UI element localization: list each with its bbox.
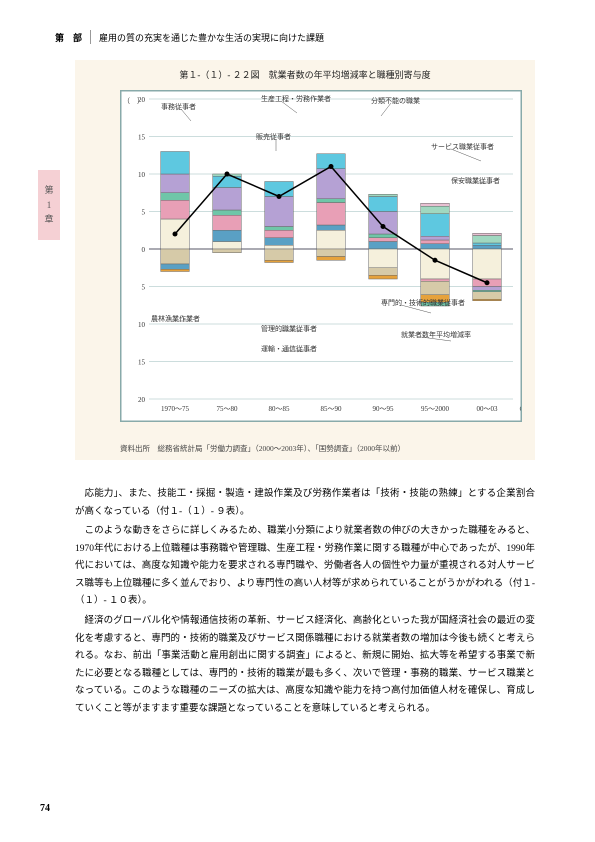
chart-title: 第１-（１）- ２２図 就業者数の年平均増減率と職種別寄与度 xyxy=(75,60,535,81)
chart-source: 資料出所 総務省統計局「労働力調査」（2000～2003年）、「国勢調査」（20… xyxy=(120,443,405,454)
svg-text:15: 15 xyxy=(138,359,146,367)
svg-text:10: 10 xyxy=(138,321,146,329)
svg-text:0: 0 xyxy=(142,246,146,254)
chapter-side-tab: 第 1 章 xyxy=(38,170,60,240)
page-header: 第 部 雇用の質の充実を通じた豊かな生活の実現に向けた課題 xyxy=(55,30,324,44)
paragraph: このような動きをさらに詳しくみるため、職業小分類により就業者数の伸びの大きかった… xyxy=(75,523,535,611)
svg-text:85～90: 85～90 xyxy=(321,405,342,413)
svg-text:5: 5 xyxy=(142,209,146,217)
svg-text:5: 5 xyxy=(142,284,146,292)
svg-text:75～80: 75～80 xyxy=(217,405,238,413)
svg-text:農林漁業作業者: 農林漁業作業者 xyxy=(151,314,200,323)
svg-text:95～2000: 95～2000 xyxy=(421,405,449,413)
tab-line: 1 xyxy=(47,198,52,212)
svg-text:20: 20 xyxy=(138,96,146,104)
svg-text:90～95: 90～95 xyxy=(373,405,394,413)
header-title: 雇用の質の充実を通じた豊かな生活の実現に向けた課題 xyxy=(99,31,324,44)
chart-svg: （ ）2015105051015201970～7575～8080～8585～90… xyxy=(121,91,521,421)
svg-text:1970～75: 1970～75 xyxy=(161,405,189,413)
svg-text:分類不能の職業: 分類不能の職業 xyxy=(371,96,420,105)
chart-area: （ ）2015105051015201970～7575～8080～8585～90… xyxy=(120,90,522,422)
chart-container: 第１-（１）- ２２図 就業者数の年平均増減率と職種別寄与度 （ ）201510… xyxy=(75,60,535,460)
tab-line: 章 xyxy=(44,212,53,226)
paragraph: 経済のグローバル化や情報通信技術の革新、サービス経済化、高齢化といった我が国経済… xyxy=(75,613,535,718)
svg-text:20: 20 xyxy=(138,396,146,404)
page-number: 74 xyxy=(40,803,50,814)
svg-text:80～85: 80～85 xyxy=(269,405,290,413)
svg-text:販売従事者: 販売従事者 xyxy=(256,132,291,141)
body-text: 応能力」、また、技能工・採掘・製造・建設作業及び労務作業者は「技術・技能の熟練」… xyxy=(75,486,535,720)
svg-text:生産工程・労務作業者: 生産工程・労務作業者 xyxy=(261,94,331,103)
paragraph: 応能力」、また、技能工・採掘・製造・建設作業及び労務作業者は「技術・技能の熟練」… xyxy=(75,486,535,521)
svg-text:専門的・技術的職業従事者: 専門的・技術的職業従事者 xyxy=(381,298,465,307)
svg-text:運輸・通信従事者: 運輸・通信従事者 xyxy=(261,344,317,353)
svg-text:事務従事者: 事務従事者 xyxy=(161,102,196,111)
part-label: 第 部 xyxy=(55,31,82,44)
svg-text:（年）: （年） xyxy=(515,404,521,413)
svg-text:サービス職業従事者: サービス職業従事者 xyxy=(431,142,494,151)
svg-text:保安職業従事者: 保安職業従事者 xyxy=(451,176,500,185)
svg-text:管理的職業従事者: 管理的職業従事者 xyxy=(261,324,317,333)
svg-text:00～03: 00～03 xyxy=(477,405,498,413)
tab-line: 第 xyxy=(44,183,53,197)
header-separator xyxy=(90,30,91,44)
svg-text:10: 10 xyxy=(138,171,146,179)
svg-text:15: 15 xyxy=(138,134,146,142)
svg-text:就業者数年平均増減率: 就業者数年平均増減率 xyxy=(401,330,471,339)
